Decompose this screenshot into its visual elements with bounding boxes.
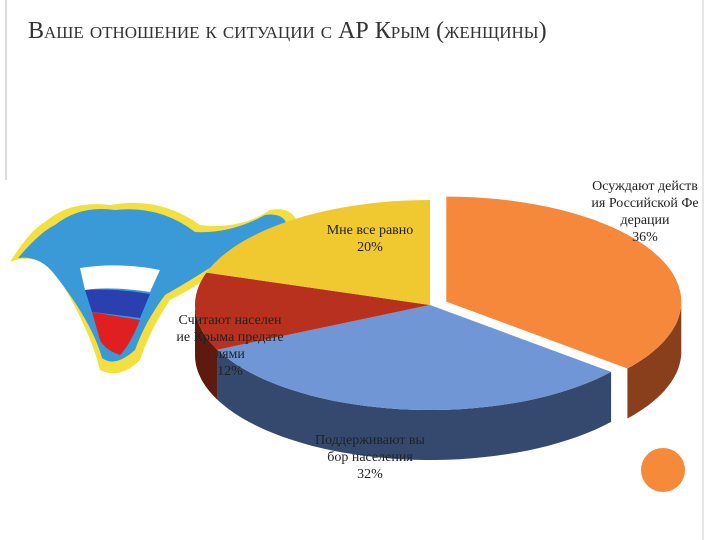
crimea-map xyxy=(10,202,300,374)
pie-slice-side xyxy=(195,305,218,400)
chart-title: Ваше отношение к ситуации с АР Крым (жен… xyxy=(28,18,547,44)
value-label: 12% xyxy=(217,364,243,379)
pie-slice xyxy=(206,200,430,305)
value-label: 32% xyxy=(357,467,383,482)
category-label: Считают население Крыма предателями xyxy=(176,313,284,362)
value-label: 20% xyxy=(357,240,383,255)
data-label: Считают население Крыма предателями 12% xyxy=(175,312,285,380)
data-label: Мне все равно 20% xyxy=(315,222,425,256)
decor-circle xyxy=(641,448,685,492)
category-label: Мне все равно xyxy=(326,223,414,238)
category-label: Осуждают действия Российской Федерации xyxy=(591,179,699,228)
pie-slice-side xyxy=(627,301,682,419)
data-label: Поддерживают выбор населения 32% xyxy=(315,432,425,483)
pie-slice xyxy=(217,305,612,410)
value-label: 36% xyxy=(632,230,658,245)
pie-slice-side xyxy=(217,349,612,460)
data-label: Осуждают действия Российской Федерации 36… xyxy=(590,178,700,246)
category-label: Поддерживают выбор населения xyxy=(315,433,425,465)
pie-slice xyxy=(195,272,430,350)
pie-slice xyxy=(446,196,682,369)
